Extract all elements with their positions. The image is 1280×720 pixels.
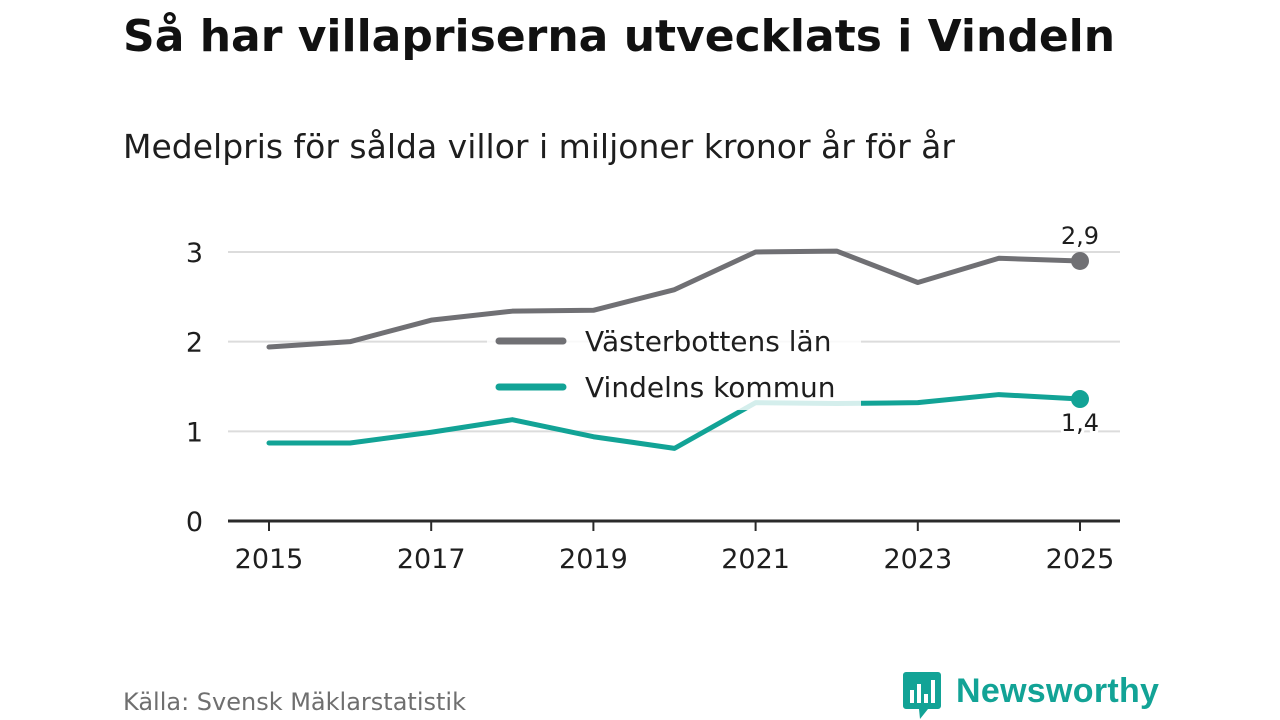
x-tick-label: 2015 [235,544,304,575]
x-tick-label: 2019 [559,544,628,575]
x-tick-label: 2025 [1046,544,1115,575]
series-lines [266,248,1089,451]
legend-background [487,318,861,410]
end-point-lan [1071,251,1089,270]
series-line-kommun [266,392,1083,451]
legend-label-kommun: Vindelns kommun [585,371,835,404]
y-tick-label: 3 [186,238,203,269]
x-tick-label: 2023 [883,544,952,575]
chart-title: Så har villapriserna utvecklats i Vindel… [123,11,1116,62]
axes: 0 1 2 3 2015 2017 2019 2021 2023 2025 [186,238,1120,575]
source-note: Källa: Svensk Mäklarstatistik [123,688,466,716]
legend: Västerbottens län Vindelns kommun [487,318,861,410]
x-tick-label: 2017 [397,544,466,575]
end-label-lan: 2,9 [1061,222,1099,250]
y-tick-label: 2 [186,328,203,359]
chart-subtitle: Medelpris för sålda villor i miljoner kr… [123,127,955,166]
brand-icon-bar [917,684,921,703]
y-tick-label: 0 [186,507,203,538]
brand-icon-bar [910,690,914,703]
end-point-kommun [1071,390,1089,409]
bar-chart-speech-bubble-icon [903,672,941,719]
y-tick-label: 1 [186,417,203,448]
legend-label-lan: Västerbottens län [585,325,831,358]
x-tick-label: 2021 [721,544,790,575]
series-line-lan [266,248,1083,350]
end-label-kommun: 1,4 [1061,409,1099,437]
brand-logo: Newsworthy [902,670,1159,720]
data-labels: 2,9 1,4 [1058,219,1102,440]
brand-icon-bubble [903,672,941,719]
brand-icon-bar [924,694,928,703]
brand-name: Newsworthy [956,672,1160,710]
brand-icon-bar [931,680,935,703]
